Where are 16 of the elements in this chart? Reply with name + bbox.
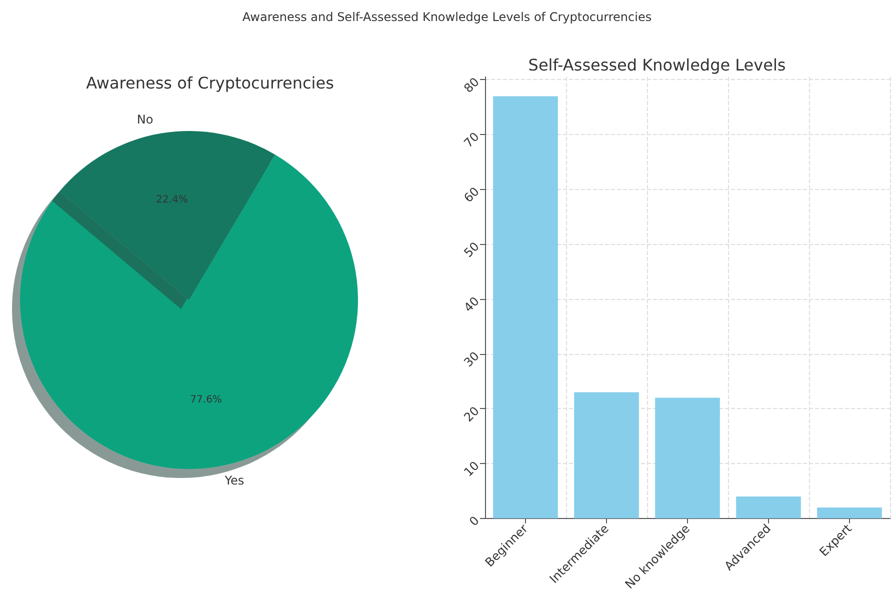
y-tick-label: 0 [466,513,482,529]
y-tick-label: 60 [461,184,482,206]
text: Awareness and Self-Assessed Knowledge Levels of Cryptocurrencies [241,10,653,24]
data-label: 22.4% [156,194,188,206]
y-tick-label: 80 [461,74,482,96]
data-label: 77.6% [190,394,222,406]
y-tick-label: 70 [461,130,482,150]
y-tick-label: 50 [461,239,482,260]
slice-label: Yes [224,473,244,488]
slice-label: No [136,112,154,127]
y-tick-label: 10 [461,458,482,480]
chart-title: Self-Assessed Knowledge Levels [528,56,786,74]
y-tick-label: 20 [461,404,482,424]
y-tick-label: 30 [461,348,482,370]
y-tick-label: 40 [461,294,482,315]
chart-title: Awareness of Cryptocurrencies [86,74,334,92]
